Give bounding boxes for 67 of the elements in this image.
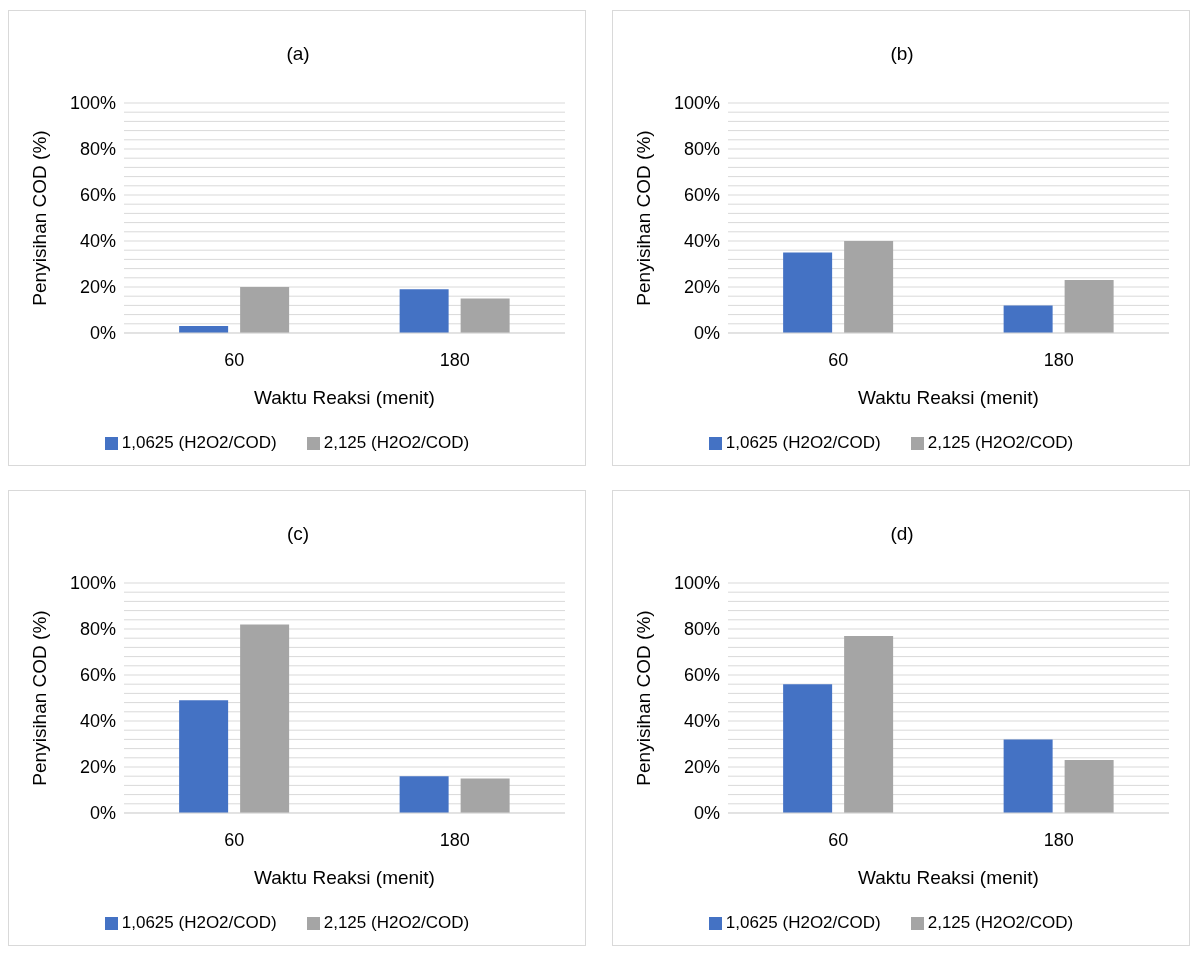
y-axis-title: Penyisihan COD (%) [28, 130, 50, 306]
y-tick-label: 0% [693, 323, 720, 344]
y-tick-label: 60% [79, 665, 116, 686]
bar [240, 287, 290, 333]
y-axis-title: Penyisihan COD (%) [632, 130, 654, 306]
y-tick-label: 0% [89, 323, 116, 344]
y-tick-label: 20% [79, 757, 116, 778]
x-tick-label: 60 [224, 349, 245, 370]
legend-label: 1,0625 (H2O2/COD) [725, 913, 881, 932]
y-tick-label: 80% [79, 139, 116, 160]
x-axis-title: Waktu Reaksi (menit) [254, 387, 435, 409]
legend-label: 1,0625 (H2O2/COD) [121, 433, 277, 452]
legend-label: 1,0625 (H2O2/COD) [725, 433, 881, 452]
y-tick-label: 100% [69, 573, 116, 594]
bar [399, 289, 449, 333]
bar [1064, 760, 1114, 813]
legend-label: 2,125 (H2O2/COD) [927, 433, 1074, 452]
x-tick-label: 60 [224, 829, 245, 850]
legend-label: 2,125 (H2O2/COD) [927, 913, 1074, 932]
legend-label: 2,125 (H2O2/COD) [323, 433, 470, 452]
y-tick-label: 60% [683, 665, 720, 686]
y-tick-label: 40% [683, 231, 720, 252]
x-tick-label: 180 [1043, 349, 1074, 370]
x-tick-label: 60 [828, 349, 849, 370]
x-tick-label: 180 [1043, 829, 1074, 850]
bar [460, 298, 510, 333]
y-tick-label: 60% [683, 185, 720, 206]
y-tick-label: 0% [693, 803, 720, 824]
x-axis-title: Waktu Reaksi (menit) [858, 867, 1039, 889]
bar [783, 684, 833, 813]
x-tick-label: 180 [439, 829, 470, 850]
y-tick-label: 40% [79, 711, 116, 732]
y-axis-title: Penyisihan COD (%) [632, 610, 654, 786]
legend-label: 2,125 (H2O2/COD) [323, 913, 470, 932]
y-tick-label: 0% [89, 803, 116, 824]
y-tick-label: 100% [673, 573, 720, 594]
bar [844, 635, 894, 813]
bar [783, 252, 833, 333]
y-tick-label: 20% [683, 757, 720, 778]
y-tick-label: 20% [683, 277, 720, 298]
x-tick-label: 60 [828, 829, 849, 850]
y-tick-label: 80% [79, 619, 116, 640]
chart-title: (a) [285, 43, 311, 65]
legend-label: 1,0625 (H2O2/COD) [121, 913, 277, 932]
bar [179, 700, 229, 813]
bar [1003, 739, 1053, 813]
bar [399, 776, 449, 813]
bar [240, 624, 290, 813]
x-tick-label: 180 [439, 349, 470, 370]
y-tick-label: 60% [79, 185, 116, 206]
y-tick-label: 40% [683, 711, 720, 732]
x-axis-title: Waktu Reaksi (menit) [858, 387, 1039, 409]
y-tick-label: 100% [673, 93, 720, 114]
chart-title: (b) [889, 43, 915, 65]
bar [460, 778, 510, 813]
bar [1003, 305, 1053, 333]
x-axis-title: Waktu Reaksi (menit) [254, 867, 435, 889]
bar [844, 241, 894, 333]
bar [1064, 280, 1114, 333]
y-tick-label: 100% [69, 93, 116, 114]
chart-title: (d) [889, 523, 915, 545]
y-tick-label: 80% [683, 139, 720, 160]
y-tick-label: 40% [79, 231, 116, 252]
y-tick-label: 20% [79, 277, 116, 298]
y-axis-title: Penyisihan COD (%) [28, 610, 50, 786]
chart-title: (c) [285, 523, 311, 545]
y-tick-label: 80% [683, 619, 720, 640]
